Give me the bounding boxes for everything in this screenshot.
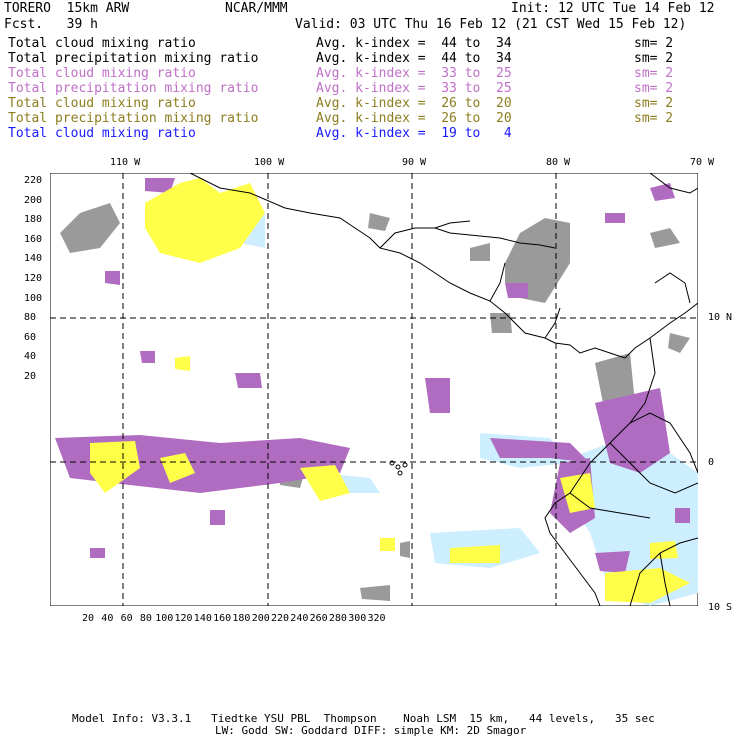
organization: NCAR/MMM <box>225 1 288 16</box>
legend-kindex: Avg. k-index = 33 to 25 <box>316 81 512 96</box>
lat-lon-grid <box>50 173 698 606</box>
x-tick-label: 200 <box>251 613 270 624</box>
lat-label-10n: 10 N <box>708 312 733 323</box>
model-info-line2: LW: Godd SW: Goddard DIFF: simple KM: 2D… <box>215 724 527 737</box>
legend-sm: sm= 2 <box>634 96 674 111</box>
lon-label-80w: 80 W <box>546 157 571 168</box>
map-panel <box>49 172 699 607</box>
legend-label: Total precipitation mixing ratio <box>8 81 259 96</box>
y-tick-label: 200 <box>24 194 43 206</box>
x-tick-label: 240 <box>290 613 309 624</box>
y-tick-label: 80 <box>24 312 37 324</box>
y-tick-label: 40 <box>24 351 37 363</box>
x-tick-label: 140 <box>193 613 212 624</box>
y-tick-label: 100 <box>24 292 43 304</box>
lon-label-90w: 90 W <box>402 157 427 168</box>
x-tick-label: 80 <box>139 613 152 624</box>
x-tick-label: 100 <box>155 613 174 624</box>
init-time: Init: 12 UTC Tue 14 Feb 12 <box>511 1 715 16</box>
legend-sm: sm= 2 <box>634 66 674 81</box>
lon-label-100w: 100 W <box>254 157 285 168</box>
lat-label-0: 0 <box>708 457 715 468</box>
x-tick-label: 280 <box>328 613 347 624</box>
legend-label: Total cloud mixing ratio <box>8 36 196 51</box>
x-tick-label: 20 <box>82 613 95 624</box>
lat-label-10s: 10 S <box>708 602 733 613</box>
legend-label: Total cloud mixing ratio <box>8 66 196 81</box>
valid-time: Valid: 03 UTC Thu 16 Feb 12 (21 CST Wed … <box>295 17 687 32</box>
legend-label: Total cloud mixing ratio <box>8 126 196 141</box>
y-tick-label: 120 <box>24 273 43 284</box>
y-tick-label: 20 <box>24 371 37 382</box>
y-tick-label: 160 <box>24 233 43 245</box>
y-tick-label: 60 <box>24 331 37 343</box>
y-tick-label: 140 <box>24 253 43 265</box>
coastlines <box>189 172 699 607</box>
legend-kindex: Avg. k-index = 26 to 20 <box>316 111 512 126</box>
legend-label: Total cloud mixing ratio <box>8 96 196 111</box>
legend-kindex: Avg. k-index = 44 to 34 <box>316 51 512 66</box>
legend-sm: sm= 2 <box>634 111 674 126</box>
forecast-hour: Fcst. 39 h <box>4 17 98 32</box>
legend-label: Total precipitation mixing ratio <box>8 111 259 126</box>
x-tick-label: 320 <box>367 613 386 624</box>
yellow-field <box>90 178 690 603</box>
y-tick-label: 180 <box>24 214 43 226</box>
galapagos-islands <box>389 460 408 476</box>
lon-label-70w: 70 W <box>690 157 715 168</box>
x-tick-label: 120 <box>174 613 193 624</box>
legend-kindex: Avg. k-index = 26 to 20 <box>316 96 512 111</box>
legend-kindex: Avg. k-index = 44 to 34 <box>316 36 512 51</box>
legend-sm: sm= 2 <box>634 51 674 66</box>
x-tick-label: 260 <box>309 613 328 624</box>
model-name: TORERO 15km ARW <box>4 1 130 16</box>
x-tick-label: 300 <box>348 613 367 624</box>
map-canvas <box>49 172 699 607</box>
x-tick-label: 60 <box>120 613 133 624</box>
legend-sm: sm= 2 <box>634 81 674 96</box>
legend-sm: sm= 2 <box>634 36 674 51</box>
lon-label-110w: 110 W <box>110 157 141 168</box>
x-tick-label: 160 <box>213 613 232 624</box>
y-tick-label: 220 <box>24 175 43 186</box>
model-info-line1: Model Info: V3.3.1 Tiedtke YSU PBL Thomp… <box>72 712 655 725</box>
x-tick-label: 40 <box>101 613 114 624</box>
legend-kindex: Avg. k-index = 33 to 25 <box>316 66 512 81</box>
x-tick-label: 220 <box>271 613 290 624</box>
x-tick-label: 180 <box>232 613 251 624</box>
legend-kindex: Avg. k-index = 19 to 4 <box>316 126 512 141</box>
legend-label: Total precipitation mixing ratio <box>8 51 259 66</box>
